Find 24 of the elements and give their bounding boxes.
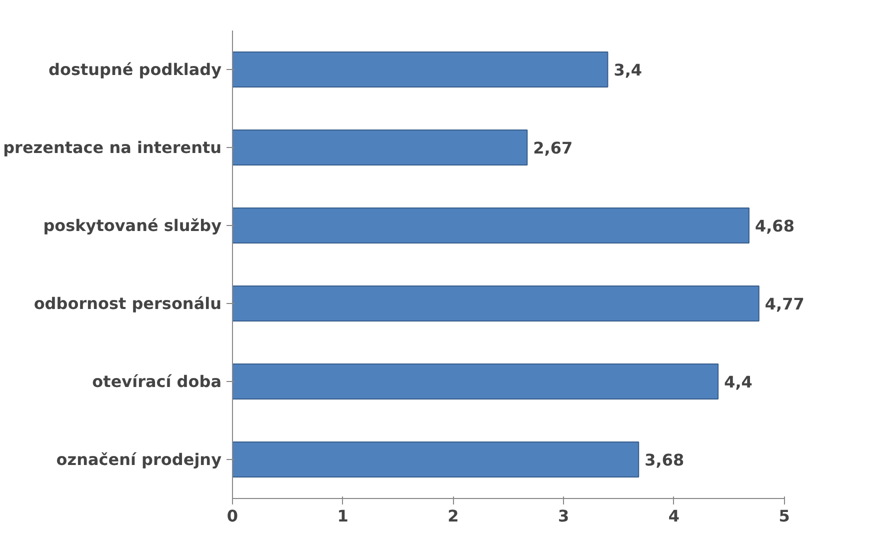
data-label: 4,68 <box>754 216 794 236</box>
bar <box>232 129 528 166</box>
data-label: 3,68 <box>644 450 684 470</box>
bar <box>232 441 640 478</box>
data-label: 2,67 <box>533 138 573 158</box>
y-tick-label: prezentace na interentu <box>3 138 222 157</box>
y-tick-label: poskytované služby <box>43 216 222 235</box>
x-tick-label: 5 <box>778 506 790 526</box>
x-tick-label: 3 <box>558 506 570 526</box>
data-label: 4,4 <box>724 372 752 392</box>
x-tick-label: 1 <box>337 506 348 526</box>
y-tick-label: odbornost personálu <box>34 294 222 313</box>
bar <box>232 285 760 322</box>
x-tick-label: 4 <box>668 506 680 526</box>
bar <box>232 207 750 244</box>
data-label: 3,4 <box>614 60 642 80</box>
y-tick-label: dostupné podklady <box>48 60 222 79</box>
y-tick-label: označení prodejny <box>56 450 222 469</box>
y-tick-label: otevírací doba <box>92 372 222 391</box>
bar <box>232 363 719 400</box>
x-tick-label: 2 <box>448 506 459 526</box>
data-label: 4,77 <box>764 294 804 314</box>
bar <box>232 51 608 88</box>
x-tick-label: 0 <box>226 506 238 526</box>
